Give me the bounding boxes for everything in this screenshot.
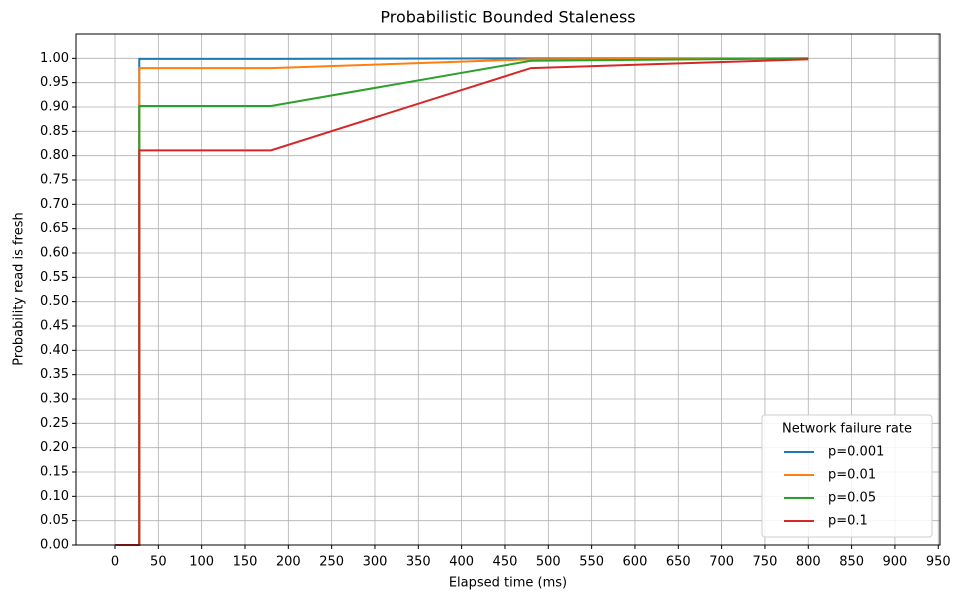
x-tick-label: 0 — [111, 555, 119, 570]
y-tick-label: 0.75 — [40, 173, 69, 188]
x-tick-label: 350 — [406, 555, 431, 570]
x-tick-label: 950 — [926, 555, 951, 570]
x-tick-label: 500 — [536, 555, 561, 570]
y-tick-label: 0.00 — [40, 538, 69, 553]
y-tick-label: 0.85 — [40, 124, 69, 139]
x-tick-label: 750 — [753, 555, 778, 570]
x-tick-label: 250 — [319, 555, 344, 570]
legend-label: p=0.1 — [828, 514, 868, 529]
x-tick-label: 450 — [493, 555, 518, 570]
y-tick-label: 0.35 — [40, 367, 69, 382]
y-tick-label: 0.65 — [40, 221, 69, 236]
x-tick-label: 850 — [839, 555, 864, 570]
y-tick-label: 0.90 — [40, 100, 69, 115]
y-tick-label: 0.30 — [40, 392, 69, 407]
y-tick-label: 0.15 — [40, 465, 69, 480]
x-axis-label: Elapsed time (ms) — [449, 576, 567, 591]
y-tick-label: 1.00 — [40, 51, 69, 66]
y-tick-label: 0.45 — [40, 319, 69, 334]
y-tick-label: 0.05 — [40, 513, 69, 528]
legend-label: p=0.05 — [828, 491, 876, 506]
x-tick-label: 550 — [579, 555, 604, 570]
y-tick-label: 0.80 — [40, 148, 69, 163]
x-tick-label: 200 — [276, 555, 301, 570]
legend-title: Network failure rate — [782, 422, 912, 437]
y-tick-label: 0.70 — [40, 197, 69, 212]
chart-title: Probabilistic Bounded Staleness — [380, 8, 635, 27]
y-tick-label: 0.10 — [40, 489, 69, 504]
x-tick-label: 150 — [233, 555, 258, 570]
y-tick-label: 0.95 — [40, 75, 69, 90]
legend-box — [761, 414, 933, 538]
y-tick-label: 0.20 — [40, 440, 69, 455]
y-tick-label: 0.40 — [40, 343, 69, 358]
x-tick-label: 700 — [709, 555, 734, 570]
y-tick-label: 0.55 — [40, 270, 69, 285]
x-tick-label: 400 — [449, 555, 474, 570]
x-tick-label: 300 — [363, 555, 388, 570]
x-tick-label: 50 — [150, 555, 167, 570]
x-tick-label: 800 — [796, 555, 821, 570]
y-tick-label: 0.25 — [40, 416, 69, 431]
y-axis-label: Probability read is fresh — [12, 212, 27, 365]
y-tick-label: 0.60 — [40, 246, 69, 261]
x-tick-label: 900 — [883, 555, 908, 570]
x-tick-label: 650 — [666, 555, 691, 570]
y-tick-label: 0.50 — [40, 294, 69, 309]
plot-frame — [75, 33, 941, 546]
legend-label: p=0.001 — [828, 445, 884, 460]
x-tick-label: 600 — [623, 555, 648, 570]
x-tick-label: 100 — [189, 555, 214, 570]
legend-label: p=0.01 — [828, 468, 876, 483]
